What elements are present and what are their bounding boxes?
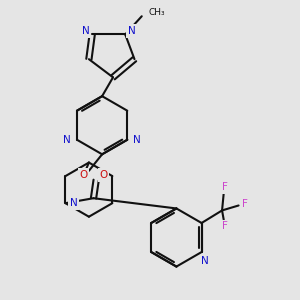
Text: N: N [128,26,136,36]
Text: F: F [222,221,228,231]
Text: F: F [242,199,248,209]
Text: F: F [222,182,228,192]
Text: N: N [70,198,78,208]
Text: O: O [99,170,108,180]
Text: N: N [201,256,209,266]
Text: N: N [63,135,71,145]
Text: N: N [82,26,89,36]
Text: O: O [80,170,88,180]
Text: CH₃: CH₃ [148,8,165,17]
Text: N: N [133,135,141,145]
